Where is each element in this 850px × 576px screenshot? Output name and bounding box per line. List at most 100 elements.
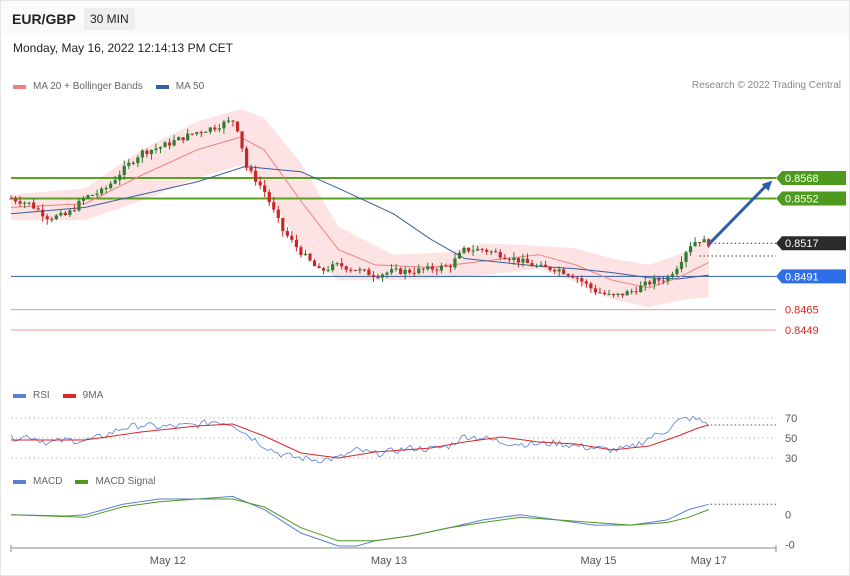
candle-body [403, 269, 407, 274]
candle-body [335, 263, 339, 265]
candle-body [86, 195, 90, 199]
candle-body [276, 209, 280, 219]
candle-body [45, 216, 49, 220]
candle-body [575, 277, 579, 279]
candle-body [494, 251, 498, 253]
candle-body [530, 263, 534, 267]
candle-body [444, 265, 448, 267]
ma50-line [10, 165, 709, 280]
candle-body [412, 272, 416, 274]
candle-body [235, 121, 240, 132]
candle-body [199, 132, 203, 134]
candle-body [131, 162, 135, 164]
main-legend: MA 20 + Bollinger Bands MA 50 [13, 81, 217, 92]
candle-body [408, 269, 412, 273]
candle-body [59, 212, 63, 216]
candle-body [498, 252, 502, 258]
candle-body [652, 278, 656, 285]
legend-rsi: RSI [33, 390, 50, 401]
candle-body [367, 269, 371, 276]
candle-body [621, 293, 625, 296]
candle-body [95, 193, 99, 195]
candle-body [90, 194, 95, 196]
candle-body [688, 246, 693, 253]
rsi-tick-label: 50 [785, 433, 797, 445]
price-level-label: 0.8465 [785, 305, 819, 317]
candle-body [598, 292, 602, 294]
candle-body [543, 264, 548, 267]
rsi-line [10, 415, 710, 464]
price-tag-pivot [776, 269, 846, 284]
candle-body [9, 198, 13, 200]
candle-body [643, 281, 647, 286]
candle-body [340, 263, 344, 267]
candle-body [698, 242, 702, 244]
candle-body [68, 210, 72, 215]
candle-body [167, 142, 172, 146]
candle-body [607, 293, 611, 295]
candle-body [217, 128, 221, 130]
symbol-title: EUR/GBP [12, 11, 76, 27]
candle-body [263, 185, 267, 193]
candle-body [675, 268, 679, 275]
candle-body [72, 210, 77, 212]
forecast-arrow-head [761, 180, 773, 191]
rsi-legend: RSI 9MA [13, 390, 116, 401]
candle-body [521, 258, 525, 263]
candle-body [548, 266, 552, 270]
candle-body [448, 265, 453, 268]
candle-body [113, 180, 117, 184]
candle-body [204, 131, 208, 133]
candle-body [426, 266, 430, 270]
candle-body [54, 215, 58, 220]
macd-tick-label: 0 [785, 510, 791, 522]
price-panel: 0.8568 0.8552 0.8517 0.8491 0.8465 0.8449 [9, 109, 846, 337]
candle-body [580, 278, 584, 282]
candle-body [349, 269, 353, 271]
candle-body [317, 266, 321, 269]
copyright: Research © 2022 Trading Central [691, 80, 841, 91]
candle-body [312, 260, 317, 267]
candle-body [158, 147, 163, 149]
candle-body [63, 212, 67, 215]
candle-body [430, 266, 434, 270]
time-axis-label: May 17 [691, 555, 727, 567]
candle-body [285, 231, 289, 236]
candle-body [154, 148, 158, 150]
macd-line [10, 495, 709, 547]
candle-body [258, 181, 262, 186]
candle-body [226, 120, 231, 122]
candle-body [507, 259, 511, 261]
candle-body [466, 247, 471, 252]
timeframe-button[interactable]: 30 MIN [84, 8, 135, 30]
candle-body [389, 269, 394, 273]
time-axis-label: May 12 [150, 555, 186, 567]
candle-body [326, 270, 330, 272]
candle-body [616, 293, 620, 296]
candle-body [353, 269, 357, 271]
candle-body [462, 247, 466, 253]
price-tag-resistance [776, 171, 846, 186]
candle-body [272, 202, 276, 210]
price-level-label: 0.8568 [785, 173, 819, 185]
candle-body [254, 170, 258, 182]
candle-body [584, 281, 588, 284]
candle-body [485, 249, 489, 252]
candle-body [140, 150, 144, 158]
header-bar: EUR/GBP 30 MIN [1, 1, 849, 35]
candle-body [222, 121, 226, 129]
candle-body [213, 127, 217, 130]
candle-body [385, 272, 389, 275]
legend-ma20: MA 20 + Bollinger Bands [33, 81, 143, 92]
candle-body [634, 291, 638, 293]
candle-body [399, 268, 403, 274]
candle-body [480, 248, 484, 250]
candle-body [562, 269, 566, 275]
datetime-label: Monday, May 16, 2022 12:14:13 PM CET [13, 41, 233, 55]
candle-body [104, 188, 108, 190]
candle-body [602, 292, 607, 295]
candle-body [294, 239, 299, 248]
candle-body [589, 283, 593, 289]
candle-body [321, 268, 326, 271]
